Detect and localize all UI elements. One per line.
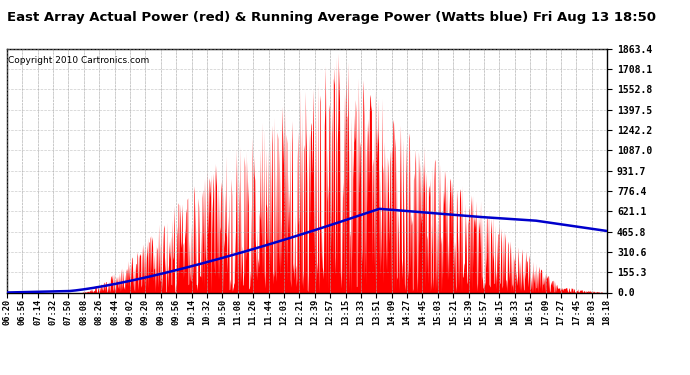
Text: East Array Actual Power (red) & Running Average Power (Watts blue) Fri Aug 13 18: East Array Actual Power (red) & Running … (7, 11, 656, 24)
Text: Copyright 2010 Cartronics.com: Copyright 2010 Cartronics.com (8, 56, 149, 65)
